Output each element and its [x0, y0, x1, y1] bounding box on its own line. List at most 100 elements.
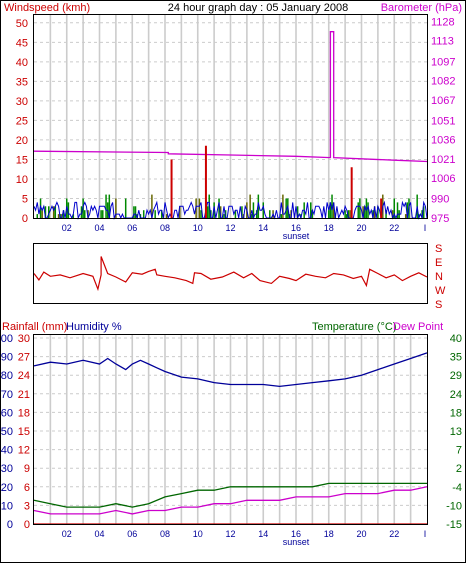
direction-tick-label: N — [435, 271, 443, 283]
humidity-tick-label: 40 — [1, 445, 13, 457]
top-x-tick-label: 18 — [324, 223, 334, 233]
direction-tick-label: W — [435, 285, 446, 297]
rainfall-tick-label: 12 — [18, 445, 30, 457]
rainfall-tick-label: 27 — [18, 352, 30, 364]
barometer-line — [33, 31, 428, 163]
bottom-x-tick-label: 08 — [160, 529, 170, 539]
bottom-x-tick-label: 04 — [94, 529, 104, 539]
rainfall-tick-label: 30 — [18, 333, 30, 345]
rainfall-ticks: 0 3 6 9 12 15 18 21 24 27 30 — [18, 333, 30, 531]
barometer-tick-label: 1006 — [431, 173, 455, 185]
rainfall-tick-label: 18 — [18, 407, 30, 419]
bottom-x-tick-label: 06 — [127, 529, 137, 539]
windspeed-axis-label: Windspeed (kmh) — [4, 2, 90, 14]
barometer-axis-label: Barometer (hPa) — [381, 2, 462, 14]
humidity-tick-label: 60 — [1, 407, 13, 419]
direction-tick-label: S — [435, 299, 442, 311]
temperature-tick-label: 18 — [450, 407, 462, 419]
top-x-tick-label: I — [424, 223, 427, 233]
top-x-tick-label: 08 — [160, 223, 170, 233]
humidity-tick-label: 10 — [1, 500, 13, 512]
chart-title: 24 hour graph day : 05 January 2008 — [168, 2, 348, 14]
top-sunset-label: sunset — [283, 231, 310, 241]
windspeed-tick-label: 30 — [16, 96, 28, 108]
top-x-ticks: 02 04 06 08 10 12 14 16 18 20 22 I — [62, 223, 427, 233]
humidity-tick-label: 50 — [1, 426, 13, 438]
humidity-tick-label: 100 — [0, 333, 13, 345]
top-plot-frame — [33, 14, 428, 219]
temperature-tick-label: 13 — [450, 426, 462, 438]
temperature-tick-label: 35 — [450, 352, 462, 364]
wind-average-line — [33, 200, 428, 220]
barometer-tick-label: 1051 — [431, 115, 455, 127]
temperature-tick-label: -15 — [446, 519, 462, 531]
dewpoint-axis-label: Dew Point — [393, 321, 443, 333]
rainfall-tick-label: 6 — [24, 482, 30, 494]
humidity-tick-label: 0 — [7, 519, 13, 531]
temperature-tick-label: 29 — [450, 370, 462, 382]
temperature-line — [33, 482, 427, 508]
wind-direction-series — [33, 256, 428, 292]
temperature-tick-label: 40 — [450, 333, 462, 345]
windspeed-tick-label: 35 — [16, 76, 28, 88]
windspeed-tick-label: 25 — [16, 115, 28, 127]
top-x-tick-label: 14 — [258, 223, 268, 233]
barometer-tick-label: 1113 — [431, 36, 454, 48]
windspeed-tick-label: 5 — [22, 193, 28, 205]
top-x-tick-label: 02 — [62, 223, 72, 233]
bottom-sunset-label: sunset — [283, 537, 310, 547]
temperature-tick-label: 24 — [450, 389, 462, 401]
rainfall-tick-label: 9 — [24, 463, 30, 475]
windspeed-tick-label: 45 — [16, 37, 28, 49]
temperature-axis-label: Temperature (°C) — [312, 321, 396, 333]
barometer-tick-label: 1097 — [431, 56, 455, 68]
humidity-axis-label: Humidity % — [66, 321, 122, 333]
humidity-tick-label: 90 — [1, 352, 13, 364]
barometer-tick-label: 1128 — [431, 16, 455, 28]
bottom-plot-frame — [33, 334, 428, 525]
humidity-tick-label: 80 — [1, 370, 13, 382]
top-x-tick-label: 06 — [127, 223, 137, 233]
top-chart-grid — [34, 15, 427, 218]
top-x-tick-label: 16 — [291, 223, 301, 233]
dewpoint-line — [33, 486, 428, 515]
barometer-tick-label: 975 — [431, 213, 449, 225]
humidity-line — [33, 352, 428, 388]
windspeed-tick-label: 10 — [16, 174, 28, 186]
humidity-tick-label: 30 — [1, 463, 13, 475]
humidity-ticks: 0 10 20 30 40 50 60 70 80 90 100 — [0, 333, 13, 531]
barometer-tick-label: 1067 — [431, 95, 455, 107]
top-x-tick-label: 22 — [389, 223, 399, 233]
bottom-x-tick-label: 20 — [356, 529, 366, 539]
windspeed-ticks: 0 5 10 15 20 25 30 35 40 45 50 — [16, 18, 28, 225]
bottom-x-tick-label: 16 — [291, 529, 301, 539]
rainfall-tick-label: 21 — [18, 389, 30, 401]
top-chart-series — [33, 31, 428, 220]
humidity-tick-label: 70 — [1, 389, 13, 401]
barometer-tick-label: 1036 — [431, 135, 455, 147]
windspeed-tick-label: 20 — [16, 135, 28, 147]
humidity-tick-label: 20 — [1, 482, 13, 494]
windspeed-tick-label: 50 — [16, 18, 28, 30]
temperature-tick-label: 7 — [456, 445, 462, 457]
bottom-x-tick-label: 10 — [193, 529, 203, 539]
rainfall-tick-label: 3 — [24, 500, 30, 512]
top-x-tick-label: 12 — [225, 223, 235, 233]
bottom-x-tick-label: 22 — [389, 529, 399, 539]
bottom-x-tick-label: 18 — [324, 529, 334, 539]
barometer-tick-label: 990 — [431, 194, 449, 206]
windspeed-tick-label: 15 — [16, 154, 28, 166]
bottom-x-ticks: 02 04 06 08 10 12 14 16 18 20 22 I — [62, 529, 427, 539]
temperature-ticks: -15 -10 -4 2 7 13 18 24 29 35 40 — [446, 333, 462, 531]
rainfall-tick-label: 24 — [18, 370, 30, 382]
bottom-x-tick-label: 14 — [258, 529, 268, 539]
windspeed-tick-label: 0 — [22, 213, 28, 225]
bottom-x-tick-label: I — [424, 529, 427, 539]
barometer-tick-label: 1021 — [431, 154, 455, 166]
wind-direction-line — [33, 256, 428, 292]
barometer-ticks: 975 990 1006 1021 1036 1051 1067 1082 1097 1113 11… — [431, 16, 455, 225]
bottom-chart-grid — [34, 334, 427, 524]
